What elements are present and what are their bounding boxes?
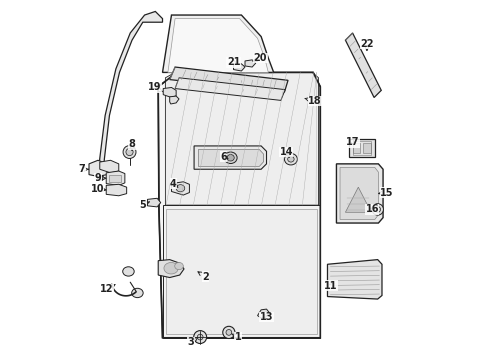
Polygon shape <box>234 64 245 71</box>
Ellipse shape <box>176 185 185 192</box>
Polygon shape <box>345 187 371 212</box>
Polygon shape <box>175 78 285 100</box>
Polygon shape <box>166 209 317 334</box>
Polygon shape <box>98 12 163 180</box>
Bar <box>109 175 122 182</box>
Ellipse shape <box>197 334 203 340</box>
Ellipse shape <box>126 148 133 156</box>
Polygon shape <box>106 184 126 196</box>
Text: 5: 5 <box>140 200 149 210</box>
Polygon shape <box>166 72 318 205</box>
Polygon shape <box>345 33 381 98</box>
Ellipse shape <box>223 326 235 338</box>
Text: 3: 3 <box>188 337 197 347</box>
Polygon shape <box>163 15 274 72</box>
Polygon shape <box>194 146 267 169</box>
Polygon shape <box>89 160 112 176</box>
Polygon shape <box>340 167 378 220</box>
Bar <box>364 143 371 153</box>
Bar <box>353 141 371 155</box>
Text: 16: 16 <box>366 204 379 215</box>
Polygon shape <box>172 182 190 195</box>
Polygon shape <box>337 164 383 223</box>
Text: 15: 15 <box>379 188 393 198</box>
Polygon shape <box>163 87 176 98</box>
Text: 14: 14 <box>279 147 293 157</box>
Text: 22: 22 <box>360 39 374 51</box>
Ellipse shape <box>164 262 178 274</box>
Polygon shape <box>147 198 161 207</box>
Ellipse shape <box>224 152 237 163</box>
Ellipse shape <box>227 154 234 161</box>
Polygon shape <box>170 67 288 92</box>
Text: 19: 19 <box>148 82 162 93</box>
Ellipse shape <box>194 330 207 343</box>
Text: 20: 20 <box>253 53 267 63</box>
Text: 4: 4 <box>170 179 178 189</box>
Ellipse shape <box>122 267 134 276</box>
Ellipse shape <box>285 153 297 165</box>
Ellipse shape <box>372 204 383 215</box>
Ellipse shape <box>375 207 381 212</box>
Text: 8: 8 <box>128 139 135 150</box>
Polygon shape <box>106 171 125 185</box>
Ellipse shape <box>132 288 143 298</box>
Bar <box>353 143 361 153</box>
Polygon shape <box>327 260 382 299</box>
Text: 17: 17 <box>346 138 359 147</box>
Polygon shape <box>170 96 179 104</box>
Polygon shape <box>258 309 270 318</box>
Polygon shape <box>245 60 256 67</box>
Ellipse shape <box>123 145 136 158</box>
Text: 11: 11 <box>324 281 338 291</box>
Text: 9: 9 <box>95 173 106 183</box>
Polygon shape <box>158 72 320 338</box>
Polygon shape <box>158 260 184 278</box>
Text: 7: 7 <box>78 164 89 174</box>
Polygon shape <box>100 160 119 173</box>
Text: 13: 13 <box>260 312 273 322</box>
Text: 18: 18 <box>305 96 322 106</box>
Ellipse shape <box>288 156 294 162</box>
Ellipse shape <box>175 262 183 270</box>
Text: 2: 2 <box>198 272 209 282</box>
Text: 10: 10 <box>91 184 106 194</box>
Ellipse shape <box>226 329 232 335</box>
Polygon shape <box>198 149 264 166</box>
Text: 12: 12 <box>100 284 115 294</box>
Text: 1: 1 <box>232 332 241 342</box>
Polygon shape <box>168 19 269 72</box>
Polygon shape <box>163 205 320 338</box>
Polygon shape <box>349 139 375 157</box>
Text: 6: 6 <box>220 152 228 162</box>
Text: 21: 21 <box>227 57 240 67</box>
